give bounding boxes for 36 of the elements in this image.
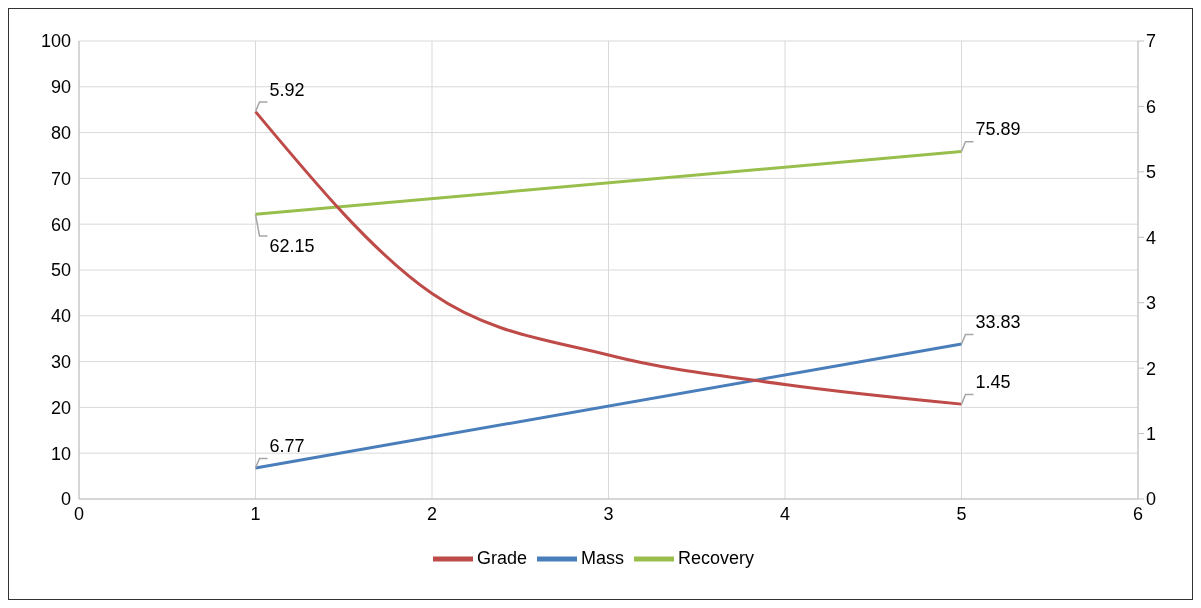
data-label: 33.83 [975,312,1021,333]
legend-label: Recovery [678,547,755,568]
y-tick-label: 40 [50,306,71,327]
y2-tick-label: 2 [1146,358,1157,379]
y2-tick-label: 6 [1146,96,1157,117]
y2-tick-label: 7 [1146,31,1157,52]
y-tick-label: 10 [50,443,71,464]
x-tick-label: 1 [250,503,261,524]
x-tick-label: 2 [426,503,438,524]
data-label: 6.77 [269,435,305,456]
y2-tick-label: 3 [1146,293,1157,314]
data-label: 62.15 [269,236,315,257]
y-tick-label: 20 [50,397,71,418]
x-tick-label: 0 [73,503,85,524]
legend-label: Mass [580,547,624,568]
y-tick-label: 0 [60,489,71,510]
y2-tick-label: 4 [1146,227,1157,248]
line-series [254,110,963,406]
x-tick-label: 4 [779,503,791,524]
y2-tick-label: 1 [1146,423,1157,444]
y2-tick-label: 5 [1146,162,1157,183]
y-tick-label: 30 [50,351,71,372]
y-tick-label: 100 [40,31,71,52]
y2-tick-label: 0 [1146,489,1157,510]
data-label: 1.45 [975,372,1011,393]
data-label: 75.89 [975,119,1021,140]
x-tick-label: 6 [1132,503,1144,524]
y-tick-label: 70 [50,168,71,189]
y-tick-label: 90 [50,77,71,98]
y-tick-label: 60 [50,214,71,235]
y-tick-label: 80 [50,122,71,143]
x-tick-label: 3 [603,503,614,524]
x-tick-label: 5 [956,503,967,524]
y-tick-label: 50 [50,260,71,281]
data-label: 5.92 [269,79,305,100]
legend-label: Grade [476,547,527,568]
